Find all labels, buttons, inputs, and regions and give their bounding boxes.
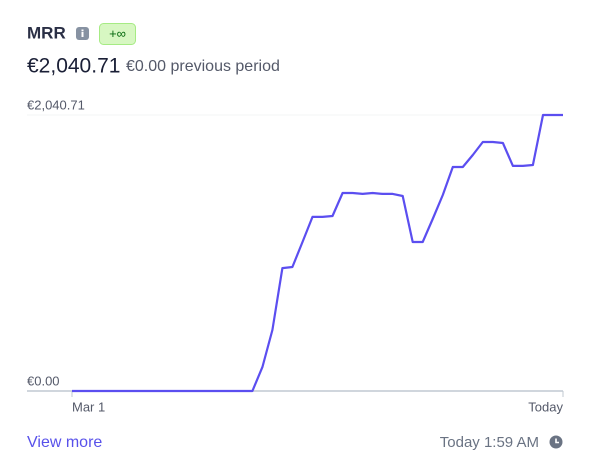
badge: +∞ bbox=[109, 26, 126, 41]
info-icon-dot bbox=[81, 29, 84, 32]
x-tick-label: Today bbox=[528, 399, 563, 414]
info-icon[interactable] bbox=[76, 27, 89, 40]
info-icon-stem bbox=[81, 32, 84, 37]
metric-title: MRR bbox=[27, 23, 66, 42]
updated-time: Today 1:59 AM bbox=[440, 434, 539, 451]
data-line bbox=[72, 113, 563, 393]
badge-box bbox=[99, 23, 136, 45]
clock-icon bbox=[549, 435, 563, 449]
x-tick-label: Mar 1 bbox=[72, 399, 105, 414]
current-value: €2,040.71 bbox=[27, 55, 120, 78]
y-tick-label: €2,040.71 bbox=[27, 97, 85, 112]
previous-value: €0.00 previous period bbox=[126, 58, 280, 75]
clock-hands bbox=[555, 438, 559, 444]
view-more-link[interactable]: View more bbox=[27, 434, 102, 451]
y-tick-label: €0.00 bbox=[27, 373, 60, 388]
